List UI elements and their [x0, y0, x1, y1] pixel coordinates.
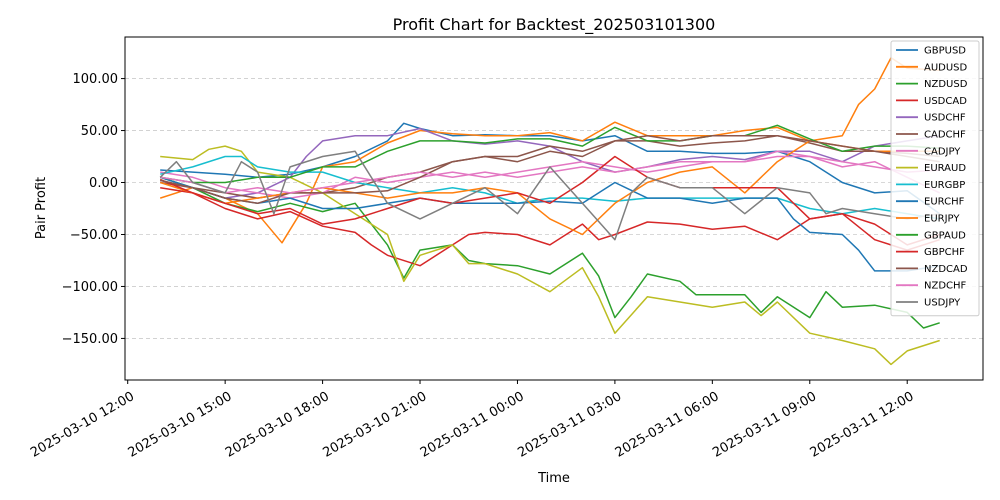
legend-label-gbpaud: GBPAUD: [924, 230, 966, 241]
x-tick-label: 2025-03-11 03:00: [515, 389, 624, 461]
series-line-nzdusd: [159, 176, 940, 329]
series-line-gbpaud: [160, 124, 940, 184]
x-tick-label: 2025-03-11 06:00: [613, 389, 722, 461]
legend: GBPUSD AUDUSD NZDUSD USDCAD USDCHF CADCHF CADJ…: [890, 40, 980, 317]
legend-box: [890, 40, 980, 317]
y-axis: −150.00 −100.00 −50.00 0.00 50.00 100.00: [62, 72, 125, 347]
series-line-gbpchf: [159, 155, 940, 246]
x-tick-label: 2025-03-10 18:00: [223, 389, 332, 461]
legend-label-usdchf: USDCHF: [924, 113, 966, 124]
legend-label-eurchf: EURCHF: [924, 197, 965, 208]
series-line-audusd: [159, 57, 940, 244]
x-tick-label: 2025-03-11 09:00: [710, 389, 819, 461]
legend-label-cadchf: CADCHF: [924, 130, 966, 141]
y-tick-label: −100.00: [62, 280, 118, 295]
legend-label-nzdusd: NZDUSD: [924, 79, 968, 90]
legend-label-eurgbp: EURGBP: [924, 180, 965, 191]
x-tick-label: 2025-03-10 21:00: [320, 389, 429, 461]
x-tick-label: 2025-03-10 12:00: [28, 389, 137, 461]
series-line-usdchf: [160, 127, 940, 199]
x-tick-label: 2025-03-11 12:00: [808, 389, 917, 461]
legend-label-usdcad: USDCAD: [924, 96, 967, 107]
chart-title: Profit Chart for Backtest_202503101300: [393, 15, 716, 35]
legend-label-cadjpy: CADJPY: [924, 146, 961, 157]
y-axis-title: Pair Profit: [34, 177, 49, 239]
legend-label-gbpusd: GBPUSD: [924, 46, 966, 57]
series-line-eurgbp: [160, 155, 940, 220]
grid-lines: [125, 78, 983, 339]
legend-label-audusd: AUDUSD: [924, 62, 968, 73]
x-axis-title: Time: [537, 471, 570, 486]
legend-label-euraud: EURAUD: [924, 163, 966, 174]
y-tick-label: 100.00: [73, 72, 119, 87]
x-tick-label: 2025-03-10 15:00: [126, 389, 235, 461]
series-line-usdjpy: [159, 150, 940, 241]
legend-label-gbpchf: GBPCHF: [924, 247, 965, 258]
y-tick-label: 50.00: [81, 124, 118, 139]
legend-label-usdjpy: USDJPY: [924, 298, 961, 309]
plot-area-frame: [124, 36, 984, 381]
legend-label-nzdchf: NZDCHF: [924, 281, 967, 292]
legend-label-nzdcad: NZDCAD: [924, 264, 968, 275]
y-tick-label: −50.00: [70, 228, 118, 243]
y-tick-label: −150.00: [62, 332, 118, 347]
series-line-nzdchf: [160, 155, 940, 194]
y-tick-label: 0.00: [89, 176, 118, 191]
series-line-usdcad: [160, 186, 940, 267]
legend-label-eurjpy: EURJPY: [924, 214, 960, 225]
series-lines: [159, 57, 941, 366]
x-tick-label: 2025-03-11 00:00: [418, 389, 527, 461]
series-line-euraud: [160, 145, 940, 366]
